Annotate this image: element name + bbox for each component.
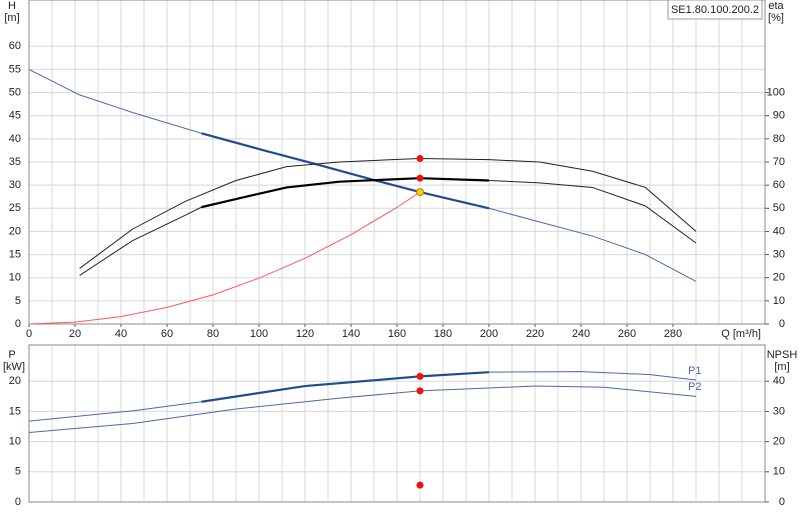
- y2-tick-label: 0: [779, 496, 785, 508]
- y-tick-label: 30: [9, 179, 21, 191]
- y2-tick-label: 20: [773, 272, 785, 284]
- y2-tick-label: 50: [773, 202, 785, 214]
- y-tick-label: 0: [15, 318, 21, 330]
- y2-axis-unit: [m]: [774, 361, 789, 373]
- y2-tick-label: 10: [773, 295, 785, 307]
- y-tick-label: 20: [9, 375, 21, 387]
- operating-point: [416, 155, 424, 163]
- curve: [201, 371, 490, 403]
- x-tick-label: 240: [572, 328, 590, 340]
- x-tick-label: 140: [342, 328, 360, 340]
- x-tick-label: 220: [526, 328, 544, 340]
- y2-tick-label: 10: [773, 466, 785, 478]
- operating-point: [416, 188, 424, 197]
- y-tick-label: 35: [9, 156, 21, 168]
- y2-tick-label: 40: [773, 225, 785, 237]
- y-tick-label: 10: [9, 436, 21, 448]
- y-tick-label: 10: [9, 272, 21, 284]
- y-axis-label: P: [8, 349, 15, 361]
- y-axis-unit: [m]: [4, 12, 19, 24]
- x-tick-label: 40: [115, 328, 127, 340]
- y-tick-label: 0: [15, 496, 21, 508]
- x-tick-label: 20: [69, 328, 81, 340]
- y2-tick-label: 70: [773, 156, 785, 168]
- legend-label: P2: [688, 381, 701, 393]
- y2-tick-label: 0: [779, 318, 785, 330]
- y2-tick-label: 90: [773, 110, 785, 122]
- y-tick-label: 15: [9, 248, 21, 260]
- y2-tick-label: 30: [773, 405, 785, 417]
- x-tick-label: 60: [161, 328, 173, 340]
- y-tick-label: 40: [9, 133, 21, 145]
- y-tick-label: 25: [9, 202, 21, 214]
- operating-point: [416, 481, 424, 489]
- y2-axis-label: eta: [768, 0, 784, 12]
- curve: [28, 191, 421, 325]
- plot-frame: [28, 344, 766, 503]
- title-box: [667, 0, 763, 20]
- chart-title: SE1.80.100.200.2: [671, 4, 759, 16]
- curve: [201, 132, 490, 210]
- x-tick-label: 280: [664, 328, 682, 340]
- y2-axis-unit: [%]: [768, 12, 784, 24]
- x-axis-label: Q [m³/h]: [721, 328, 761, 340]
- y2-axis-label: NPSH: [767, 349, 798, 361]
- x-tick-label: 80: [207, 328, 219, 340]
- y2-tick-label: 80: [773, 133, 785, 145]
- y-tick-label: 50: [9, 86, 21, 98]
- x-tick-label: 100: [250, 328, 268, 340]
- y2-tick-label: 100: [767, 86, 785, 98]
- x-tick-label: 200: [480, 328, 498, 340]
- y2-tick-label: 30: [773, 248, 785, 260]
- y-tick-label: 15: [9, 405, 21, 417]
- operating-point: [416, 387, 424, 395]
- y-axis-unit: [kW]: [3, 361, 25, 373]
- y-tick-label: 5: [15, 466, 21, 478]
- plot-frame: [28, 0, 766, 325]
- operating-point: [416, 174, 424, 182]
- x-tick-label: 0: [26, 328, 32, 340]
- x-tick-label: 120: [296, 328, 314, 340]
- y2-tick-label: 20: [773, 436, 785, 448]
- x-tick-label: 160: [388, 328, 406, 340]
- y-tick-label: 45: [9, 110, 21, 122]
- y2-tick-label: 60: [773, 179, 785, 191]
- legend-label: P1: [688, 365, 701, 377]
- y-tick-label: 55: [9, 63, 21, 75]
- curve: [79, 158, 697, 269]
- y-axis-label: H: [8, 0, 16, 12]
- curve: [28, 385, 697, 434]
- y-tick-label: 20: [9, 225, 21, 237]
- y-tick-label: 60: [9, 40, 21, 52]
- y-tick-label: 5: [15, 295, 21, 307]
- operating-point: [416, 372, 424, 380]
- x-tick-label: 260: [618, 328, 636, 340]
- y2-tick-label: 40: [773, 375, 785, 387]
- x-tick-label: 180: [434, 328, 452, 340]
